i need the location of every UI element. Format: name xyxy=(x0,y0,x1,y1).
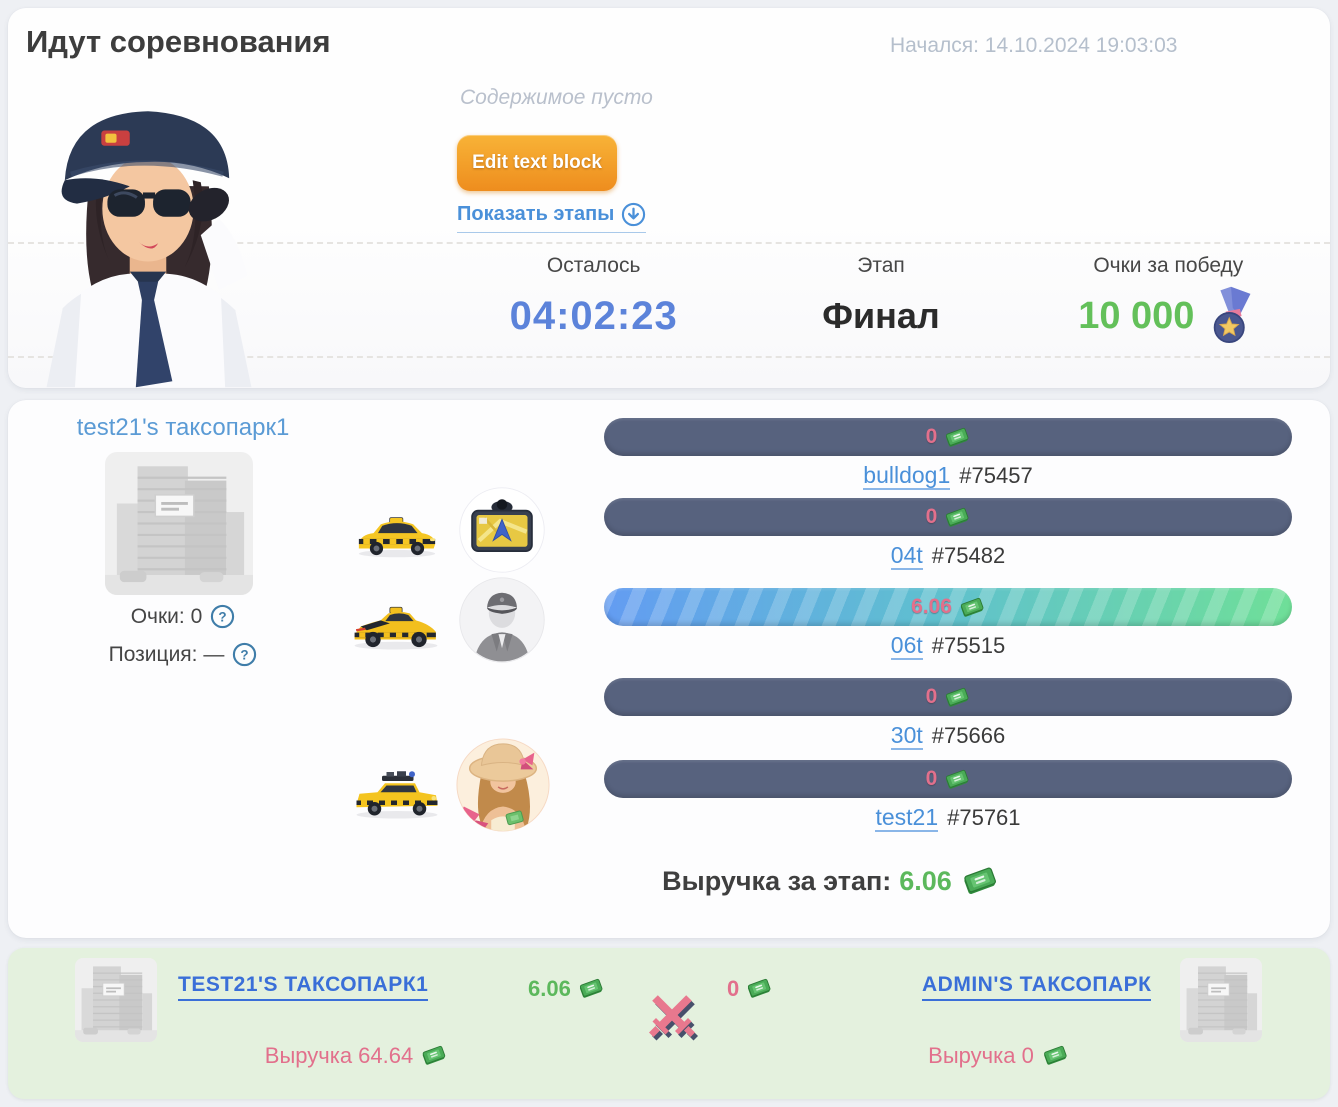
driver-id: #75515 xyxy=(931,633,1006,658)
bar-value: 0 xyxy=(925,767,938,790)
stat-remaining: Осталось 04:02:23 xyxy=(450,254,737,342)
points-help-icon[interactable] xyxy=(210,604,235,629)
money-ticket-icon xyxy=(1041,1042,1068,1069)
money-ticket-icon xyxy=(958,594,985,621)
driver-id: #75482 xyxy=(931,543,1006,568)
park-building-image xyxy=(105,452,253,595)
competition-card: Идут соревнования Начался: 14.10.2024 19… xyxy=(8,8,1330,388)
money-ticket-icon xyxy=(420,1042,447,1069)
stats-band xyxy=(8,242,1330,358)
right-park-building-image xyxy=(1180,958,1262,1042)
position-help-icon[interactable] xyxy=(232,642,257,667)
competition-started-timestamp: Начался: 14.10.2024 19:03:03 xyxy=(890,34,1178,57)
left-park-link[interactable]: TEST21'S ТАКСОПАРК1 xyxy=(178,973,429,1001)
driver-id: #75457 xyxy=(959,463,1033,488)
money-ticket-icon xyxy=(745,975,772,1002)
taxi-sedan-image[interactable] xyxy=(353,500,441,572)
park-position-line: Позиция: — xyxy=(28,642,338,667)
battle-card: TEST21'S ТАКСОПАРК1 6.06 xyxy=(8,948,1330,1099)
money-ticket-icon xyxy=(943,766,970,793)
competition-stats: Осталось 04:02:23 Этап Финал Очки за поб… xyxy=(450,254,1312,344)
gps-navigator-avatar[interactable] xyxy=(458,486,546,574)
driver-id: #75666 xyxy=(931,723,1006,748)
circle-down-arrow-icon xyxy=(621,202,646,227)
left-score-value: 6.06 xyxy=(528,975,571,1001)
money-ticket-icon xyxy=(943,424,970,451)
driver-link[interactable]: test21 xyxy=(875,804,939,833)
taxi-vintage-image[interactable] xyxy=(352,758,442,834)
right-score-value: 0 xyxy=(727,975,740,1001)
crossed-swords-icon xyxy=(649,995,698,1041)
stat-stage-value: Финал xyxy=(822,295,940,336)
driver-id: #75761 xyxy=(947,805,1021,830)
money-ticket-icon xyxy=(943,684,970,711)
park-card: test21's таксопарк1 Очки: 0 Позиция: — xyxy=(8,400,1330,938)
park-points-line: Очки: 0 xyxy=(28,604,338,629)
money-ticket-icon xyxy=(960,862,998,900)
revenue-bar-active: 6.06 xyxy=(604,588,1292,626)
bar-value: 0 xyxy=(925,685,938,708)
right-revenue-value: Выручка 0 xyxy=(928,1042,1034,1068)
show-stages-link[interactable]: Показать этапы xyxy=(457,202,647,233)
edit-text-block-button[interactable]: Edit text block xyxy=(457,135,617,191)
money-ticket-icon xyxy=(577,975,604,1002)
revenue-bar: 0 xyxy=(604,498,1292,536)
revenue-bar: 0 xyxy=(604,678,1292,716)
left-park-revenue: Выручка 64.64 xyxy=(265,1042,447,1069)
stat-stage-label: Этап xyxy=(857,254,905,277)
driver-row: 0 04t #75482 xyxy=(604,498,1292,571)
driver-man-avatar[interactable] xyxy=(458,576,546,664)
show-stages-label: Показать этапы xyxy=(457,203,615,225)
driver-link[interactable]: 30t xyxy=(890,722,923,751)
left-revenue-value: Выручка 64.64 xyxy=(264,1042,414,1068)
stage-revenue-value: 6.06 xyxy=(899,865,952,896)
stat-victory-points-label: Очки за победу xyxy=(1093,254,1244,277)
stage-revenue-line: Выручка за этап: 6.06 xyxy=(662,862,998,900)
left-park-building-image xyxy=(75,958,157,1042)
money-ticket-icon xyxy=(943,504,970,531)
park-title-link[interactable]: test21's таксопарк1 xyxy=(76,414,290,441)
content-empty-text: Содержимое пусто xyxy=(460,86,653,109)
stat-remaining-label: Осталось xyxy=(546,254,641,277)
driver-woman-avatar[interactable] xyxy=(454,736,552,834)
stat-victory-points-value: 10 000 xyxy=(1078,294,1195,337)
driver-row: 0 test21 #75761 xyxy=(604,760,1292,833)
stat-remaining-value: 04:02:23 xyxy=(509,293,678,338)
taxi-driver-woman-image xyxy=(46,111,252,388)
competition-title: Идут соревнования xyxy=(26,24,331,59)
medal-icon xyxy=(1214,286,1251,344)
bar-value: 6.06 xyxy=(911,595,952,618)
left-park-score: 6.06 xyxy=(528,975,604,1002)
driver-link[interactable]: bulldog1 xyxy=(863,462,951,491)
bar-value: 0 xyxy=(925,425,938,448)
stat-victory-points: Очки за победу 10 000 xyxy=(1025,254,1312,344)
right-park-link[interactable]: ADMIN'S ТАКСОПАРК xyxy=(922,973,1152,1001)
driver-row: 0 30t #75666 xyxy=(604,678,1292,751)
right-park-score: 0 xyxy=(727,975,772,1002)
park-position-value: Позиция: — xyxy=(108,642,225,666)
taxi-sport-image[interactable] xyxy=(350,590,442,666)
stat-stage: Этап Финал xyxy=(737,254,1024,342)
driver-row: 0 bulldog1 #75457 xyxy=(604,418,1292,491)
park-points-value: Очки: 0 xyxy=(130,604,203,628)
bar-value: 0 xyxy=(925,505,938,528)
revenue-bar: 0 xyxy=(604,418,1292,456)
stage-revenue-label: Выручка за этап: xyxy=(662,865,892,896)
right-park-revenue: Выручка 0 xyxy=(928,1042,1068,1069)
revenue-bar: 0 xyxy=(604,760,1292,798)
driver-link[interactable]: 06t xyxy=(890,632,923,661)
driver-link[interactable]: 04t xyxy=(890,542,923,571)
driver-row: 6.06 06t #75515 xyxy=(604,588,1292,661)
